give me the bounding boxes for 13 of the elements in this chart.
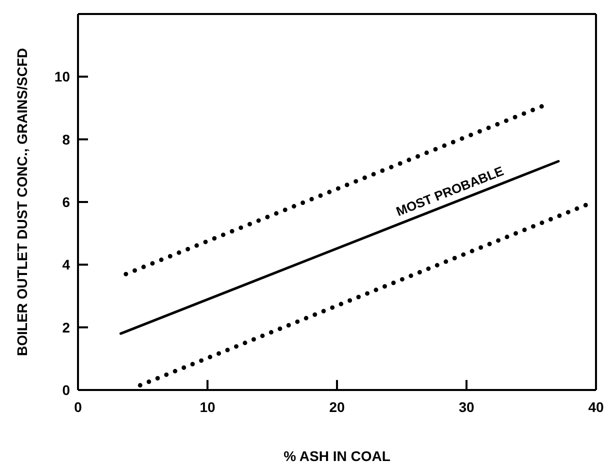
y-tick-label: 4 bbox=[62, 256, 70, 273]
x-tick-label: 0 bbox=[74, 398, 82, 415]
y-tick-label: 2 bbox=[62, 319, 70, 336]
x-tick-label: 20 bbox=[329, 398, 345, 415]
y-axis-title: BOILER OUTLET DUST CONC., GRAINS/SCFD bbox=[14, 48, 30, 356]
x-tick-label: 30 bbox=[458, 398, 474, 415]
x-tick-label: 10 bbox=[200, 398, 216, 415]
x-tick-label: 40 bbox=[588, 398, 604, 415]
y-tick-label: 0 bbox=[62, 382, 70, 398]
y-tick-label: 8 bbox=[62, 131, 70, 148]
y-tick-label: 6 bbox=[62, 194, 70, 210]
x-axis-title: % ASH IN COAL bbox=[284, 448, 391, 464]
y-tick-label: 10 bbox=[54, 68, 70, 85]
